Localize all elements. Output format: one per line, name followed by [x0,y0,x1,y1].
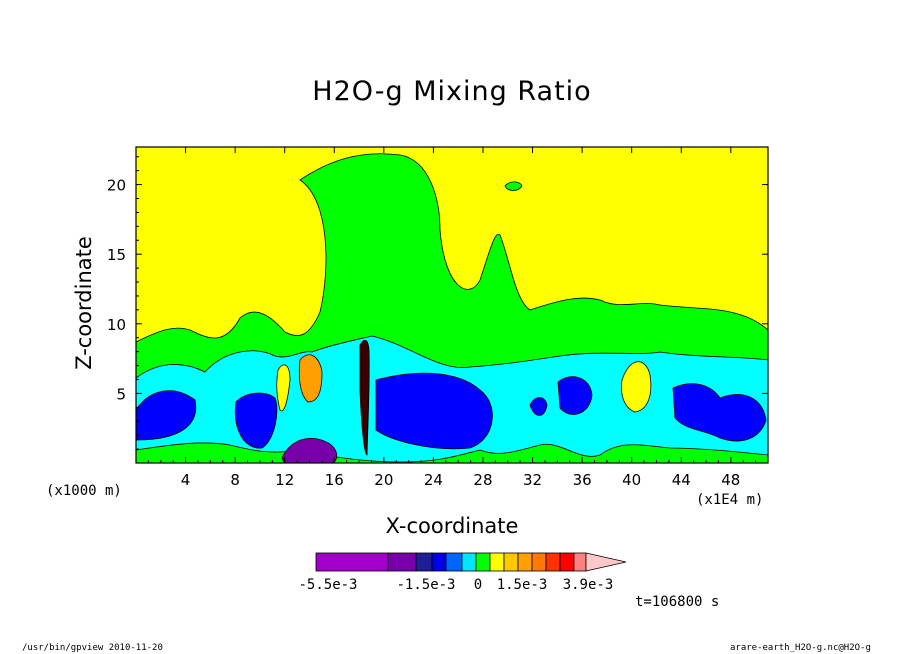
x-tick-label: 48 [721,471,740,489]
x-unit-note: (x1000 m) [46,483,122,499]
y-tick-label: 5 [116,385,126,403]
contour-orange [298,354,323,403]
colorbar-segment [545,552,561,572]
x-tick-label: 24 [424,471,443,489]
colorbar-segment [573,552,587,572]
colorbar-label: 3.9e-3 [563,577,614,593]
y-tick-label: 20 [107,177,126,195]
x-tick-label: 44 [672,471,691,489]
colorbar-segment [531,552,547,572]
colorbar-segment [559,552,575,572]
x-tick-label: 16 [325,471,344,489]
footer-command: /usr/bin/gpview 2010-11-20 [22,643,163,653]
colorbar-segment [387,552,417,572]
colorbar-segment [445,552,463,572]
contour-green-island [504,181,523,191]
x-scale-note: (x1E4 m) [696,492,764,508]
colorbar-segment [517,552,533,572]
footer-source: arare-earth_H2O-g.nc@H2O-g [730,643,871,653]
colorbar-segment [415,552,433,572]
x-tick-label: 40 [622,471,641,489]
colorbar-segment [475,552,491,572]
contour-blue [135,372,767,450]
colorbar-label: 1.5e-3 [497,577,548,593]
chart-title: H2O-g Mixing Ratio [312,76,592,107]
colorbar-segment [489,552,505,572]
plot-frame [135,146,769,464]
time-label: t=106800 s [635,594,720,610]
colorbar-segment [315,552,389,572]
colorbar-segment [431,552,447,572]
x-tick-label: 8 [230,471,240,489]
y-tick-label: 10 [107,316,126,334]
x-tick-label: 12 [275,471,294,489]
x-tick-label: 28 [473,471,492,489]
colorbar-label: -1.5e-3 [396,577,455,593]
colorbar-segment [503,552,519,572]
contour-dark-core [359,339,370,456]
colorbar-arrow [585,552,627,572]
colorbar-segment [461,552,477,572]
x-axis-label: X-coordinate [385,514,519,538]
x-tick-label: 4 [181,471,191,489]
x-tick-label: 36 [573,471,592,489]
colorbar-label: 0 [474,577,482,593]
colorbar-label: -5.5e-3 [298,577,357,593]
y-tick-label: 15 [107,246,126,264]
x-tick-label: 20 [374,471,393,489]
contour-yellow-core [276,361,652,413]
x-tick-label: 32 [523,471,542,489]
